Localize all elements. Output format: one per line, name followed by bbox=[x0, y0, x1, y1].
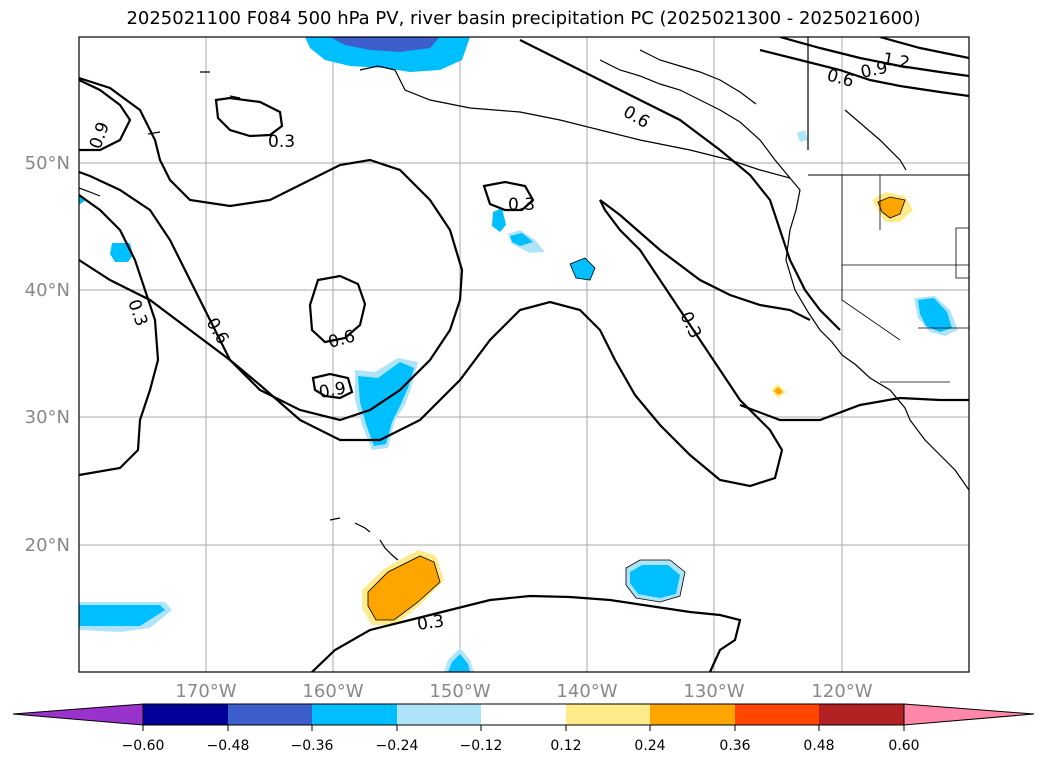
colorbar-tick-label: 0.60 bbox=[888, 738, 919, 754]
colorbar-swatch bbox=[397, 704, 481, 725]
graticule bbox=[79, 37, 969, 672]
contour-label: 0.3 bbox=[508, 195, 535, 215]
colorbar-swatch bbox=[481, 704, 566, 725]
colorbar-swatch bbox=[735, 704, 819, 725]
colorbar-tick-label: 0.36 bbox=[719, 738, 750, 754]
pv-contours bbox=[79, 37, 969, 672]
map-title: 2025021100 F084 500 hPa PV, river basin … bbox=[126, 8, 921, 29]
lat-label: 20°N bbox=[25, 535, 70, 556]
colorbar-swatch bbox=[312, 704, 397, 725]
colorbar-swatch bbox=[566, 704, 650, 725]
colorbar-frame bbox=[142, 703, 905, 726]
lon-label: 150°W bbox=[429, 681, 490, 702]
lat-label: 50°N bbox=[25, 153, 70, 174]
colorbar-tick-label: −0.12 bbox=[460, 738, 503, 754]
lat-label: 30°N bbox=[25, 407, 70, 428]
colorbar: −0.60 −0.48 −0.36 −0.24 −0.12 0.12 0.24 … bbox=[12, 703, 1035, 754]
colorbar-tick-label: 0.48 bbox=[803, 738, 834, 754]
colorbar-extend-high bbox=[903, 703, 1035, 726]
contour-label: 0.3 bbox=[268, 132, 295, 152]
colorbar-ticks bbox=[142, 725, 905, 731]
contour-label: 0.9 bbox=[317, 379, 347, 403]
coastlines bbox=[79, 37, 969, 561]
colorbar-tick-label: −0.24 bbox=[376, 738, 419, 754]
lon-label: 140°W bbox=[556, 681, 617, 702]
colorbar-tick-label: 0.24 bbox=[634, 738, 665, 754]
colorbar-swatch bbox=[819, 704, 904, 725]
lon-label: 120°W bbox=[811, 681, 872, 702]
precip-outlines bbox=[367, 196, 906, 621]
contour-label: 0.3 bbox=[416, 611, 446, 635]
lat-label: 40°N bbox=[25, 280, 70, 301]
lon-label: 130°W bbox=[683, 681, 744, 702]
colorbar-tick-label: −0.60 bbox=[122, 738, 165, 754]
colorbar-swatch bbox=[143, 704, 228, 725]
map-frame bbox=[78, 36, 970, 673]
lon-axis: 170°W 160°W 150°W 140°W 130°W 120°W bbox=[175, 681, 872, 702]
lat-axis: 50°N 40°N 30°N 20°N bbox=[25, 153, 70, 556]
colorbar-tick-label: 0.12 bbox=[550, 738, 581, 754]
precip-shading bbox=[79, 37, 958, 672]
colorbar-extend-low bbox=[12, 703, 144, 726]
map-panel: 0.3 0.3 0.3 0.3 0.3 0.6 0.6 0.6 0.6 0.9 … bbox=[78, 36, 970, 673]
colorbar-swatch bbox=[228, 704, 312, 725]
lon-label: 160°W bbox=[302, 681, 363, 702]
lon-label: 170°W bbox=[175, 681, 236, 702]
contour-label: 1.2 bbox=[881, 49, 911, 73]
colorbar-tick-label: −0.36 bbox=[291, 738, 334, 754]
colorbar-swatch bbox=[650, 704, 735, 725]
colorbar-tick-label: −0.48 bbox=[207, 738, 250, 754]
